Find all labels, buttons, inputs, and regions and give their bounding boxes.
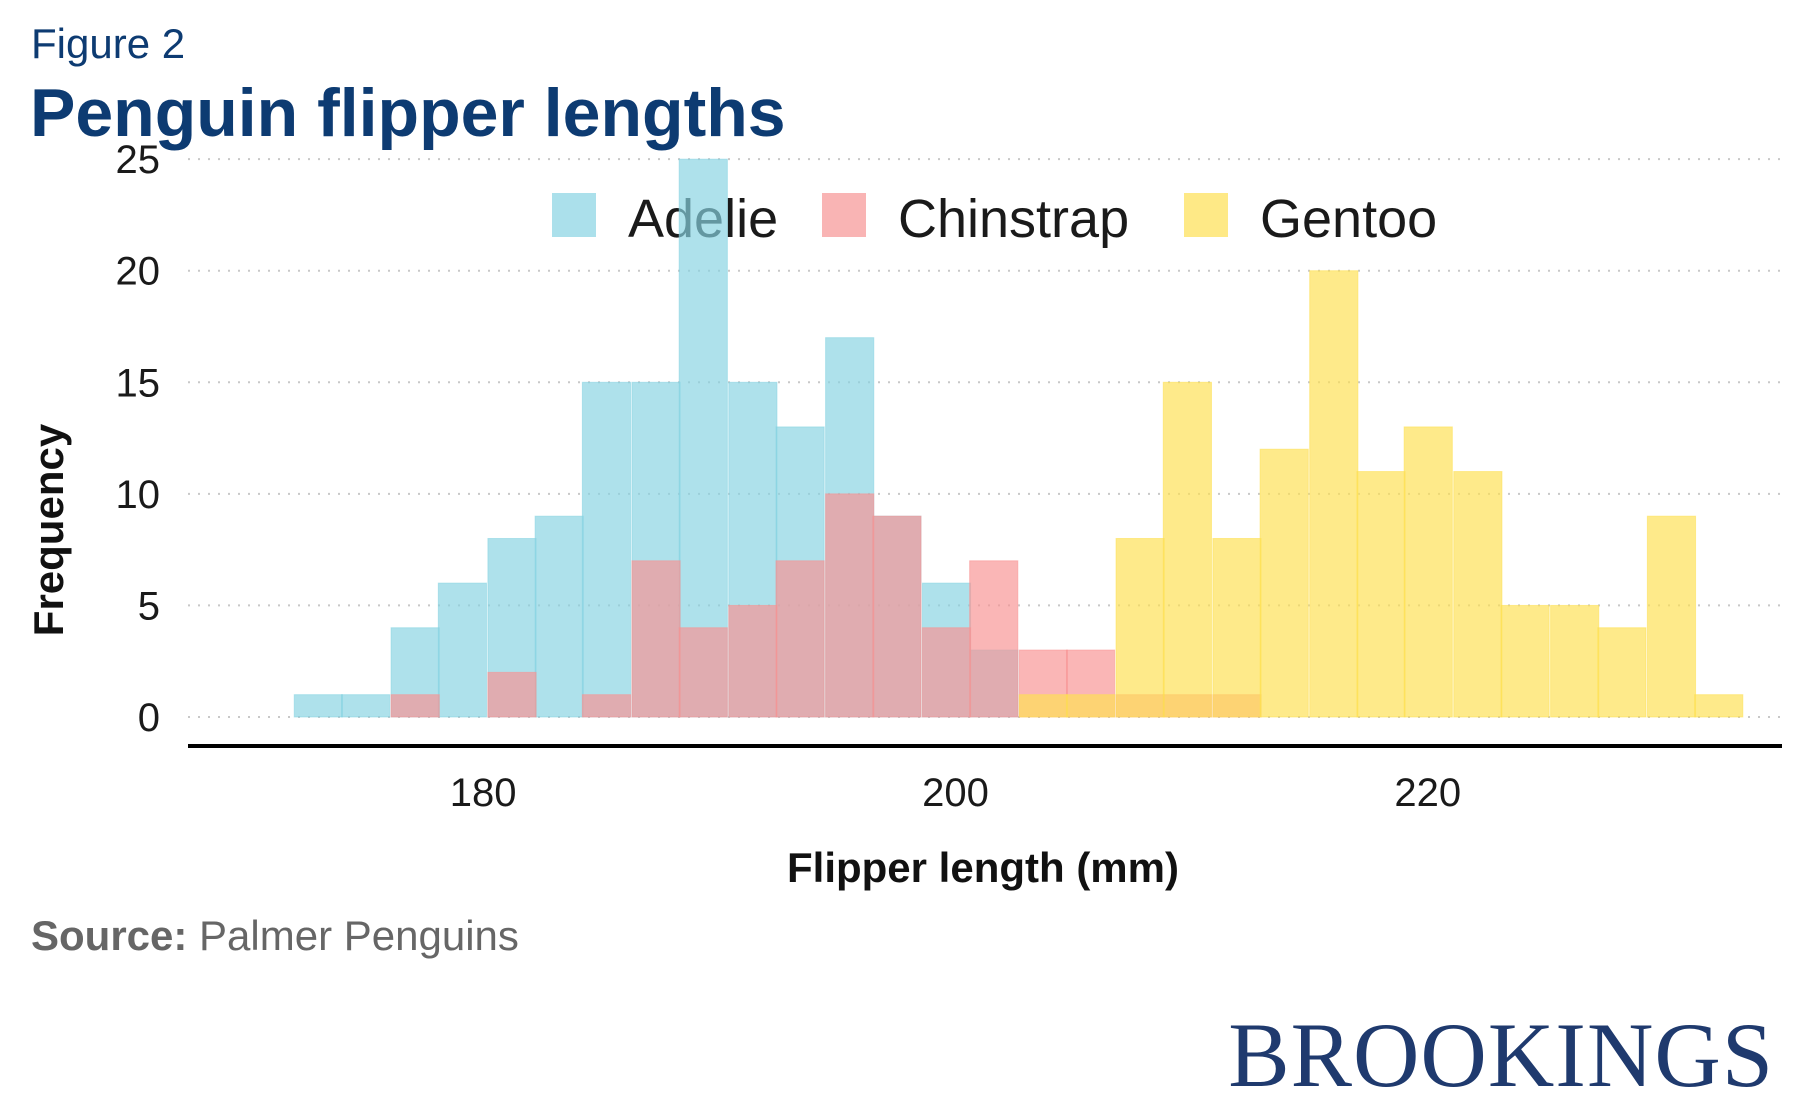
bar-chinstrap-10 (969, 560, 1019, 718)
bar-adelie-5 (534, 515, 584, 718)
bar-adelie-3 (437, 582, 487, 718)
y-tick-label-0: 0 (138, 696, 160, 740)
bar-chinstrap-2 (581, 694, 632, 718)
y-tick-label-25: 25 (116, 138, 161, 182)
bar-gentoo-13 (1646, 515, 1697, 718)
legend-label-gentoo: Gentoo (1260, 189, 1438, 249)
bar-gentoo-10 (1500, 604, 1550, 718)
x-tick-label-180: 180 (450, 771, 517, 815)
x-tick-label-220: 220 (1394, 771, 1461, 815)
source-note: Source: Palmer Penguins (31, 912, 519, 960)
legend-swatch-chinstrap (822, 193, 866, 237)
source-text: Palmer Penguins (199, 912, 519, 959)
bar-gentoo-2 (1115, 537, 1165, 718)
bar-chinstrap-9 (921, 627, 972, 718)
x-tick-label-200: 200 (922, 771, 989, 815)
bar-adelie-6 (581, 381, 632, 718)
y-tick-label-15: 15 (116, 361, 161, 405)
bar-gentoo-7 (1356, 471, 1406, 718)
series-gentoo (1018, 270, 1744, 718)
bar-gentoo-5 (1259, 448, 1309, 718)
bar-gentoo-11 (1550, 604, 1600, 718)
y-tick-label-5: 5 (138, 584, 160, 628)
bar-chinstrap-0 (390, 694, 440, 718)
legend-swatch-adelie (552, 193, 596, 237)
bar-gentoo-0 (1018, 694, 1068, 718)
bar-gentoo-14 (1694, 694, 1744, 718)
bar-gentoo-6 (1309, 270, 1359, 718)
bar-gentoo-12 (1597, 627, 1647, 718)
bar-gentoo-1 (1065, 694, 1116, 718)
bar-chinstrap-7 (825, 493, 875, 718)
y-tick-label-10: 10 (116, 473, 161, 517)
source-label: Source: (31, 912, 188, 959)
bar-chinstrap-3 (631, 560, 681, 718)
legend-label-chinstrap: Chinstrap (898, 189, 1130, 249)
bar-gentoo-4 (1212, 537, 1262, 718)
bar-chinstrap-8 (872, 515, 922, 718)
bar-chinstrap-1 (487, 671, 537, 718)
bar-gentoo-8 (1403, 426, 1453, 718)
bar-adelie-1 (340, 694, 391, 718)
chart-title: Penguin flipper lengths (30, 75, 786, 151)
bar-gentoo-3 (1162, 381, 1212, 718)
y-axis-title: Frequency (25, 423, 72, 636)
legend-swatch-gentoo (1184, 193, 1228, 237)
brookings-logo: BROOKINGS (1228, 1004, 1774, 1106)
bar-chinstrap-5 (728, 604, 778, 718)
bar-chinstrap-6 (775, 560, 825, 718)
figure-label: Figure 2 (31, 20, 186, 67)
bar-adelie-8 (678, 158, 728, 718)
bar-chinstrap-4 (678, 627, 728, 718)
y-tick-label-20: 20 (116, 250, 161, 294)
bar-gentoo-9 (1453, 471, 1503, 718)
bar-adelie-0 (293, 694, 343, 718)
x-axis-title: Flipper length (mm) (787, 844, 1179, 891)
